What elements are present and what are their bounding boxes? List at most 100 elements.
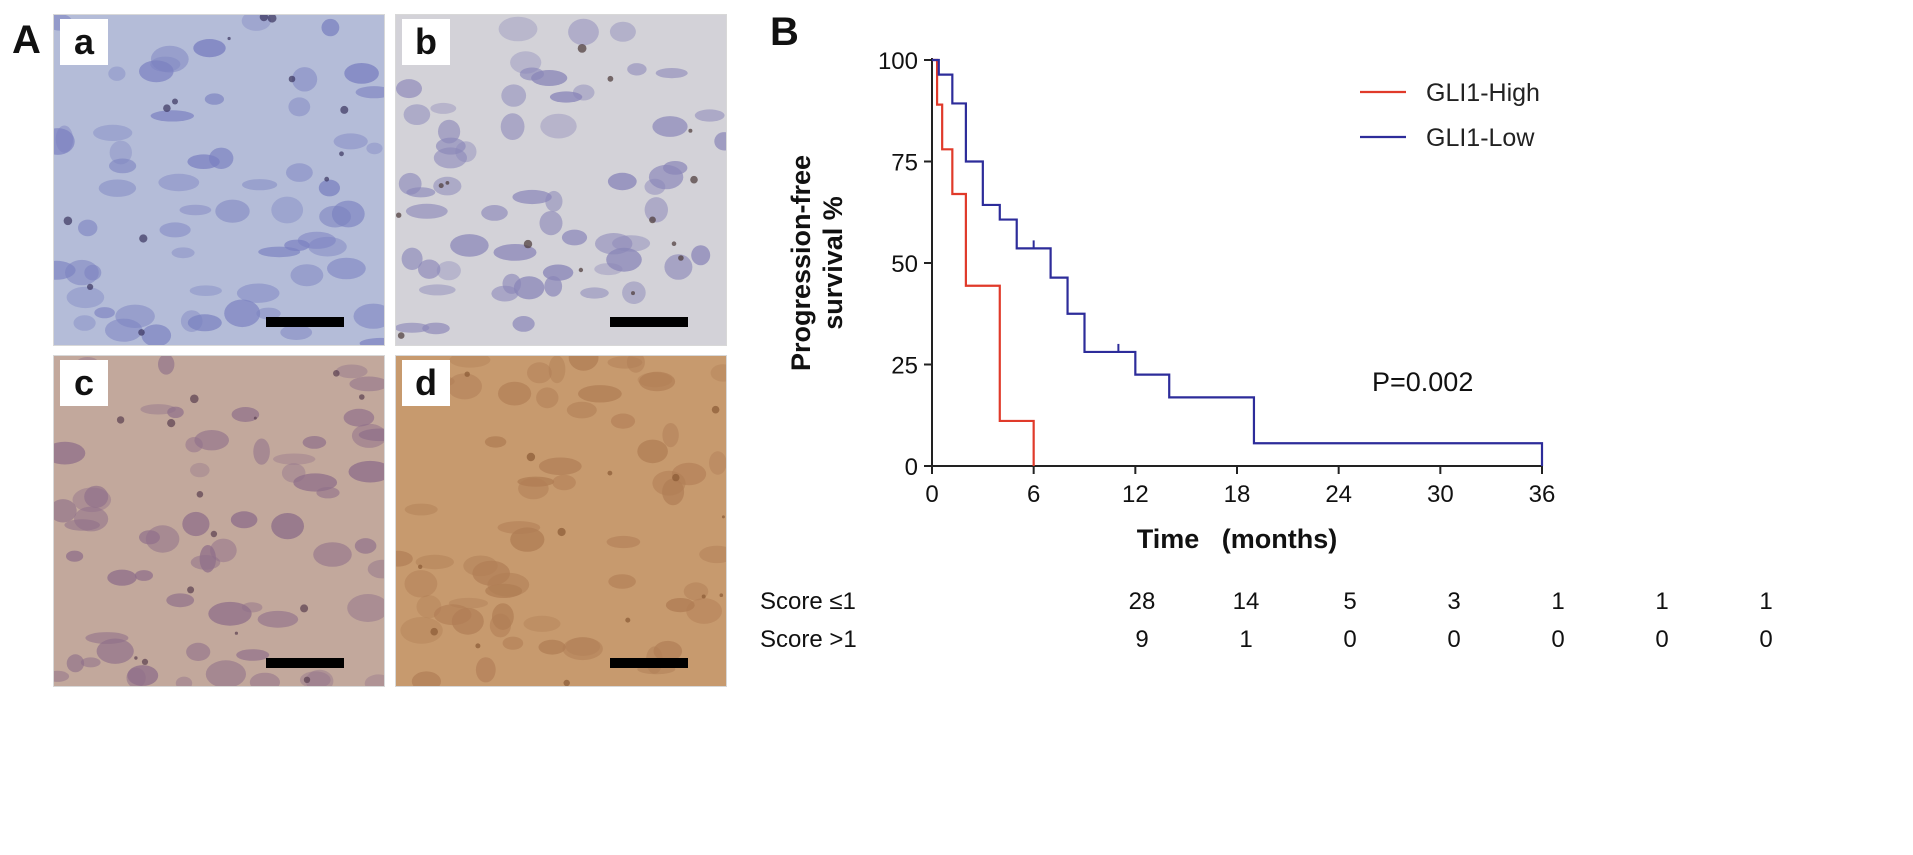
risk-cell: 0 [1759,626,1773,653]
tissue-background [396,356,726,686]
cell-nucleus [497,521,541,534]
cell-nucleus [538,457,582,476]
cell-nucleus [333,133,368,150]
risk-row-label: Score ≤1 [760,588,856,615]
cell-nucleus [552,474,576,491]
micrograph-a-image [54,15,384,345]
cell-nucleus [171,247,195,259]
micrograph-a-label: a [60,19,108,65]
cell-nucleus [686,598,722,624]
cell-nucleus [108,66,126,81]
cell-nucleus [608,574,636,589]
stain-speck [303,676,311,683]
micrograph-a: a [53,14,385,346]
cell-nucleus [710,364,726,382]
cell-nucleus [189,285,222,297]
stain-speck [526,452,536,462]
stain-speck [418,564,423,569]
micrograph-c: c [53,355,385,687]
cell-nucleus [359,337,384,345]
series-line-gli1-low [932,58,1544,466]
cell-nucleus [430,102,457,114]
cell-nucleus [54,499,77,523]
risk-cell: 0 [1343,626,1357,653]
cell-nucleus [109,140,132,165]
micrograph-b-label: b [402,19,450,65]
cell-nucleus [288,97,311,117]
cell-nucleus [145,525,180,553]
y-tick-label: 100 [878,48,918,75]
stain-speck [430,627,438,636]
cell-nucleus [85,632,129,644]
cell-nucleus [644,178,666,195]
x-tick-label: 6 [1027,481,1040,508]
cell-nucleus [134,570,153,581]
cell-nucleus [74,506,109,532]
cell-nucleus [450,234,489,257]
cell-nucleus [80,657,101,668]
risk-cell: 0 [1551,626,1565,653]
cell-nucleus [182,511,210,537]
cell-nucleus [158,356,175,375]
stain-speck [563,679,570,686]
stain-speck [139,234,148,243]
stain-speck [167,419,176,428]
cell-nucleus [396,322,430,333]
stain-speck [172,98,178,105]
cell-nucleus [404,570,438,598]
cell-nucleus [655,68,688,79]
cell-nucleus [159,222,191,238]
cell-nucleus [539,211,563,236]
cell-nucleus [562,637,603,661]
cell-nucleus [595,233,633,255]
cell-nucleus [691,245,711,266]
cell-nucleus [607,172,637,191]
cell-nucleus [367,559,384,579]
cell-nucleus [627,63,647,76]
cell-nucleus [518,477,549,500]
cell-nucleus [73,315,96,331]
stain-speck [475,643,481,649]
scale-bar-b [610,317,688,327]
stain-speck [63,216,73,226]
cell-nucleus [273,453,316,465]
cell-nucleus [422,322,450,335]
cell-nucleus [652,470,686,496]
cell-nucleus [527,362,552,384]
cell-nucleus [652,116,688,137]
stain-speck [324,176,330,182]
cell-nucleus [566,401,597,419]
stain-speck [397,332,405,339]
cell-nucleus [540,113,577,139]
cell-nucleus [448,597,488,609]
x-tick-label: 24 [1325,481,1352,508]
cell-nucleus [280,324,313,340]
cell-nucleus [109,158,137,174]
stain-speck [577,44,587,53]
cell-nucleus [366,142,383,155]
cell-nucleus [418,259,441,279]
cell-nucleus [364,674,384,686]
stain-speck [196,491,204,498]
stain-speck [678,255,684,261]
cell-nucleus [351,423,384,448]
cell-nucleus [318,179,340,197]
cell-nucleus [610,413,636,429]
stain-speck [631,291,635,296]
y-tick-label: 0 [905,454,918,481]
cell-nucleus [568,18,599,46]
cell-nucleus [538,639,566,655]
cell-nucleus [415,554,454,570]
cell-nucleus [561,229,588,246]
micrograph-d-image [396,356,726,686]
stain-speck [438,183,444,189]
cell-nucleus [572,84,595,101]
x-tick-label: 0 [925,481,938,508]
cell-nucleus [348,460,384,483]
y-tick-label: 25 [891,353,918,380]
stain-speck [87,283,94,290]
cell-nucleus [96,638,134,664]
risk-cell: 0 [1447,626,1461,653]
cell-nucleus [140,404,176,415]
cell-nucleus [500,113,525,140]
